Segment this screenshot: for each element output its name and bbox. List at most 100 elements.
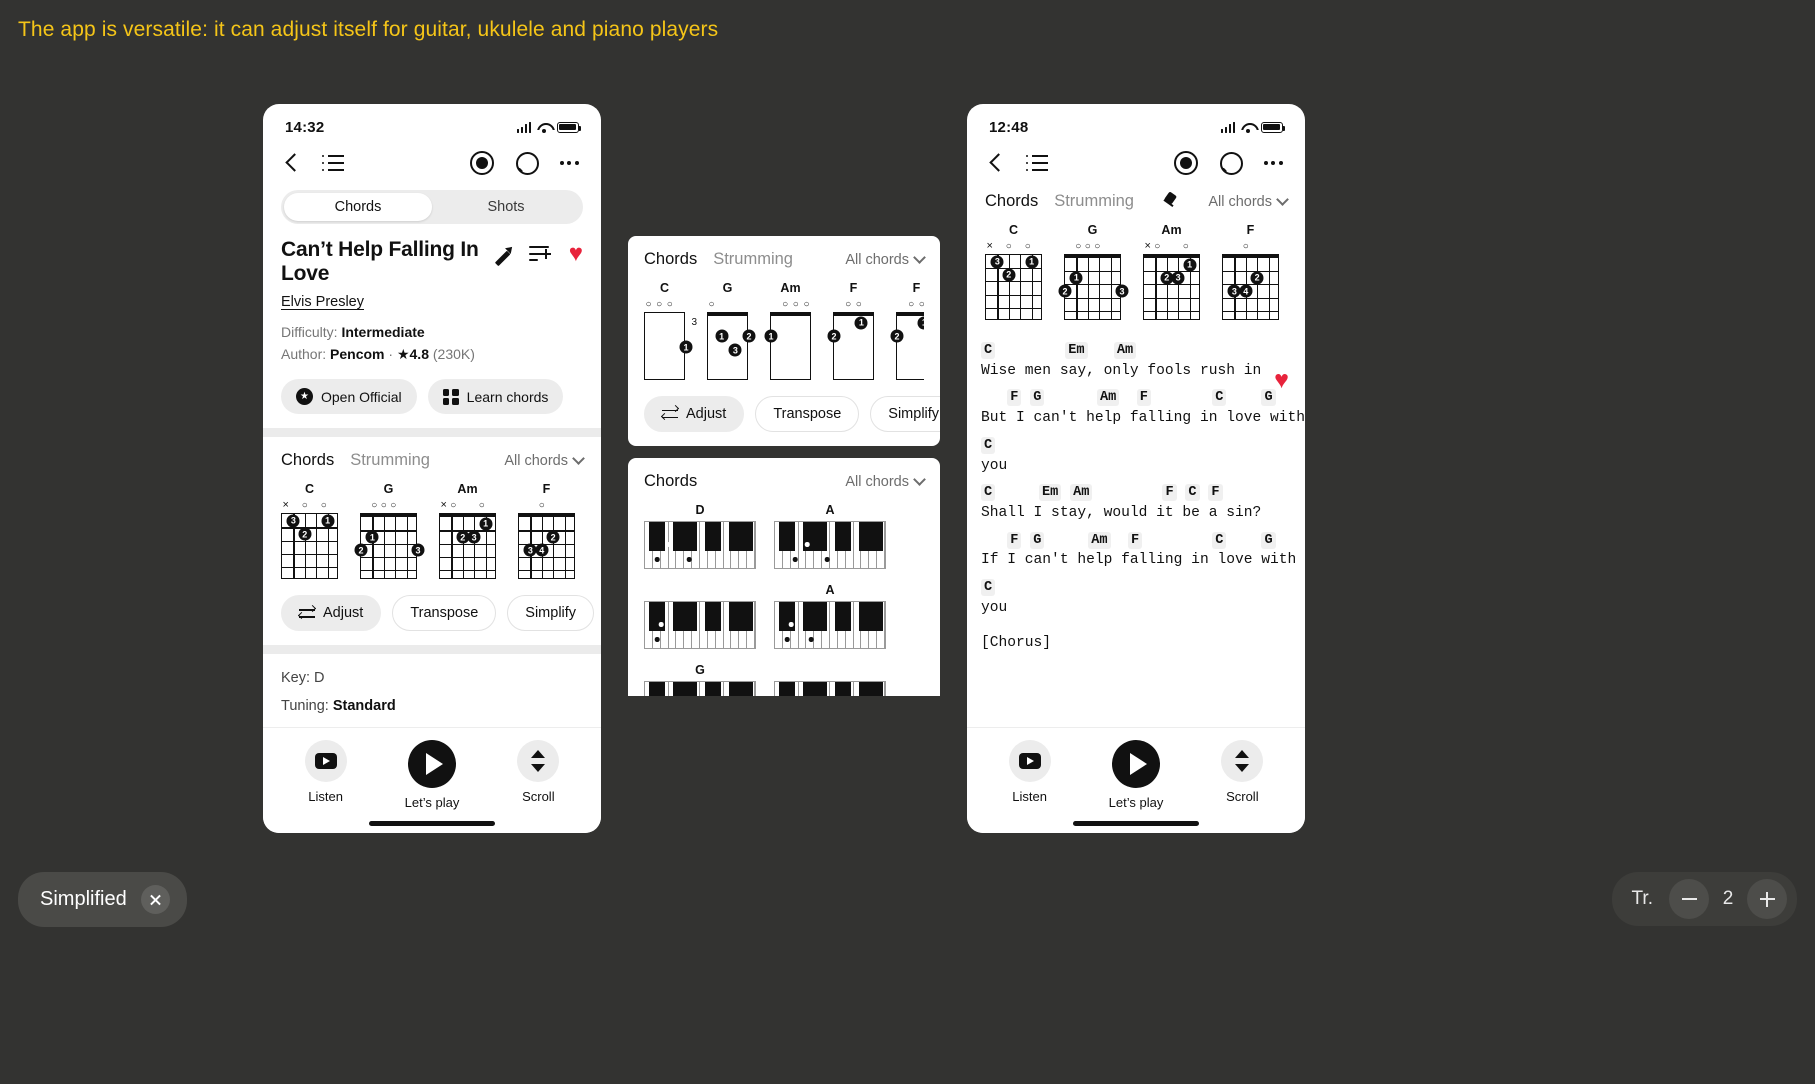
- list-icon[interactable]: [322, 155, 344, 171]
- guitar-chord-strip[interactable]: C321G213Am231F342Em12: [281, 482, 583, 580]
- chord-diagram[interactable]: A: [774, 583, 886, 649]
- chord-badge[interactable]: Em: [1065, 342, 1088, 359]
- chord-diagram[interactable]: F 342: [518, 482, 575, 580]
- listen-button[interactable]: Listen: [1008, 740, 1051, 810]
- chord-badge[interactable]: C: [1212, 531, 1227, 549]
- adjust-button[interactable]: Adjust: [281, 595, 382, 632]
- artist-link[interactable]: Elvis Presley: [281, 293, 364, 310]
- chord-diagram[interactable]: A: [774, 503, 886, 569]
- strumming-tab[interactable]: Strumming: [713, 250, 793, 268]
- lyrics-chord-line[interactable]: C: [981, 577, 1291, 598]
- record-icon[interactable]: [469, 151, 494, 175]
- transpose-minus-button[interactable]: [1669, 879, 1709, 919]
- chord-badge[interactable]: F: [1007, 531, 1022, 549]
- transpose-button[interactable]: Transpose: [392, 595, 497, 632]
- lets-play-button[interactable]: Let’s play: [1109, 740, 1163, 810]
- strumming-tab[interactable]: Strumming: [1054, 192, 1134, 210]
- chords-tab[interactable]: Chords: [644, 250, 698, 268]
- chord-badge[interactable]: F: [1136, 389, 1151, 407]
- edit-icon[interactable]: [492, 245, 511, 264]
- search-icon[interactable]: [1219, 152, 1243, 175]
- chord-diagram[interactable]: F 21: [890, 281, 924, 380]
- piano-chord-grid[interactable]: D A A G: [644, 503, 924, 696]
- chord-badge[interactable]: Am: [1070, 484, 1093, 502]
- lyrics-chord-line[interactable]: C: [981, 435, 1291, 456]
- chord-badge[interactable]: G: [1030, 389, 1045, 407]
- simplify-button[interactable]: Simplify: [507, 595, 595, 632]
- chord-badge[interactable]: F: [1208, 484, 1223, 502]
- chord-badge[interactable]: F: [1162, 484, 1177, 502]
- tab-chords[interactable]: Chords: [284, 193, 432, 221]
- chord-badge[interactable]: G: [1261, 531, 1276, 549]
- chord-badge[interactable]: Am: [1096, 389, 1120, 407]
- chords-tab[interactable]: Chords: [281, 451, 335, 470]
- listen-button[interactable]: Listen: [304, 740, 347, 810]
- lyrics-chord-line[interactable]: F G Am F C G: [981, 387, 1291, 408]
- chord-badge[interactable]: C: [981, 484, 996, 502]
- chord-diagram[interactable]: C 321: [985, 223, 1042, 320]
- chord-badge[interactable]: C: [981, 436, 996, 454]
- more-icon[interactable]: [559, 160, 579, 166]
- transpose-plus-button[interactable]: [1747, 879, 1787, 919]
- strumming-tab[interactable]: Strumming: [350, 451, 430, 470]
- pin-icon[interactable]: [1162, 193, 1178, 211]
- more-icon[interactable]: [1263, 160, 1283, 166]
- chord-diagram[interactable]: C 321: [281, 482, 338, 580]
- favorite-heart-icon[interactable]: ♥: [1274, 366, 1289, 394]
- chord-badge[interactable]: F: [1128, 531, 1143, 549]
- transpose-button[interactable]: Transpose: [755, 396, 860, 432]
- favorite-heart-icon[interactable]: ♥: [568, 240, 583, 267]
- chord-diagram[interactable]: Am 231: [1143, 223, 1200, 320]
- chord-diagram[interactable]: G: [644, 663, 756, 696]
- chord-badge[interactable]: G: [1030, 531, 1045, 549]
- lyrics-chord-line[interactable]: C Em Am F C F: [981, 482, 1291, 503]
- lyrics-chord-line[interactable]: F G Am F C G: [981, 530, 1291, 551]
- back-icon[interactable]: [285, 152, 298, 174]
- chord-diagram[interactable]: G 21 3: [354, 482, 425, 580]
- chord-diagram[interactable]: G 21 3: [1058, 223, 1129, 320]
- chord-badge[interactable]: Em: [1038, 484, 1062, 502]
- lets-play-button[interactable]: Let’s play: [405, 740, 459, 810]
- list-icon[interactable]: [1026, 155, 1048, 171]
- record-icon[interactable]: [1173, 151, 1198, 175]
- chord-diagram[interactable]: C13: [644, 281, 697, 380]
- chord-badge[interactable]: C: [1212, 389, 1227, 407]
- chord-badge[interactable]: C: [981, 579, 996, 597]
- chord-badge[interactable]: F: [1007, 389, 1022, 407]
- open-official-button[interactable]: ★ Open Official: [281, 379, 417, 415]
- chord-diagram[interactable]: F 342: [1222, 223, 1279, 320]
- chord-badge[interactable]: C: [981, 342, 996, 359]
- chord-diagram[interactable]: [644, 583, 756, 649]
- tab-shots[interactable]: Shots: [487, 199, 525, 215]
- all-chords-dropdown[interactable]: All chords: [845, 251, 926, 268]
- adjust-button[interactable]: Adjust: [644, 396, 745, 432]
- chords-tab[interactable]: Chords: [985, 192, 1039, 210]
- all-chords-dropdown[interactable]: All chords: [1208, 193, 1289, 210]
- chord-badge[interactable]: G: [1261, 389, 1276, 407]
- chord-diagram[interactable]: Am 1: [764, 281, 811, 380]
- chord-badge[interactable]: Am: [1088, 531, 1111, 549]
- all-chords-dropdown[interactable]: All chords: [504, 452, 585, 469]
- scroll-button[interactable]: Scroll: [517, 740, 560, 810]
- guitar-chord-strip[interactable]: C321G213Am231F342Em12: [985, 223, 1287, 320]
- back-icon[interactable]: [989, 152, 1002, 174]
- simplified-chip[interactable]: Simplified: [18, 872, 187, 927]
- chord-diagram[interactable]: G 123: [707, 281, 756, 380]
- close-icon[interactable]: [140, 885, 170, 914]
- scroll-button[interactable]: Scroll: [1221, 740, 1264, 810]
- add-to-playlist-icon[interactable]: [528, 246, 551, 262]
- chord-diagram[interactable]: D: [644, 503, 756, 569]
- chord-diagram[interactable]: F 21: [827, 281, 874, 380]
- chord-badge[interactable]: Am: [1113, 342, 1137, 359]
- lyrics-chord-line[interactable]: C Em Am: [981, 340, 1291, 361]
- learn-chords-button[interactable]: Learn chords: [427, 379, 564, 415]
- lyrics-body[interactable]: C Em Am Wise men say, only fools rush in …: [967, 326, 1305, 675]
- chords-tab[interactable]: Chords: [644, 472, 698, 490]
- all-chords-dropdown[interactable]: All chords: [845, 473, 926, 490]
- chord-diagram[interactable]: [774, 663, 886, 696]
- chord-diagram[interactable]: Am 231: [439, 482, 496, 580]
- search-icon[interactable]: [515, 152, 539, 175]
- chord-badge[interactable]: C: [1185, 484, 1200, 502]
- simplify-button[interactable]: Simplify: [870, 396, 940, 432]
- ukulele-chord-strip[interactable]: C13G123Am1F21F21A1: [644, 281, 924, 380]
